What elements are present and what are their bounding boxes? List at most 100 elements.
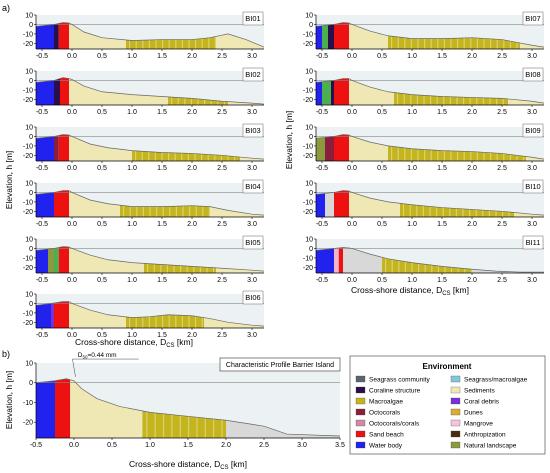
y-tick-label: -20 (303, 97, 313, 104)
y-tick-label: 0 (29, 78, 33, 85)
y-tick-label: 10 (25, 361, 33, 368)
segment-sand_beach (58, 22, 69, 49)
x-tick-label: -0.5 (36, 165, 48, 172)
segment-sand_beach (338, 247, 343, 273)
legend-label: Seagrass community (369, 377, 430, 384)
y-tick-label: -10 (23, 255, 33, 262)
x-tick-label: 2.5 (217, 221, 227, 228)
x-tick-label: 0.5 (97, 277, 107, 284)
profile-label: BI11 (526, 238, 541, 247)
x-tick-label: 0.0 (67, 109, 77, 116)
segment-mangrove_grey (325, 190, 334, 217)
x-tick-label: 2.5 (217, 109, 227, 116)
profile-panel-4: 10 0 -10 -20-0.5 0.0 0.5 1.0 1.5 2.0 2.5 3.0 BI05 (23, 235, 265, 284)
x-tick-label: 3.5 (335, 442, 345, 449)
segment-coral_debris (51, 301, 54, 328)
segment-coraline_structure (54, 77, 60, 105)
segment-natural_landscape (316, 134, 325, 161)
x-tick-label: 1.0 (407, 277, 417, 284)
y-tick-label: 10 (305, 237, 313, 244)
profile-label: BI09 (525, 126, 540, 135)
x-tick-label: 2.5 (217, 53, 227, 60)
macroalgae-stripe (391, 134, 393, 161)
x-tick-label: 2.5 (259, 442, 269, 449)
y-tick-label: -10 (23, 310, 33, 317)
profile-label-box (522, 235, 544, 250)
legend-label: Anthropization (464, 432, 506, 439)
legend: Environment Seagrass community Seagrass/m… (349, 355, 546, 455)
segment-water_body (36, 77, 54, 105)
profile-line (35, 301, 265, 327)
y-tick-label: -20 (23, 153, 33, 160)
profile-label-box (522, 123, 544, 138)
x-tick-label: -0.5 (36, 332, 48, 339)
y-tick-label: -10 (23, 143, 33, 150)
x-tick-label: -0.5 (36, 277, 48, 284)
x-tick-label: 0.0 (67, 165, 77, 172)
y-tick-label: 10 (25, 69, 33, 76)
legend-label: Water body (369, 443, 403, 450)
profile-panel-5: 10 0 -10 -20-0.5 0.0 0.5 1.0 1.5 2.0 2.5 3.0 BI06 (23, 290, 265, 339)
legend-label: Octocorals/corals (369, 421, 420, 428)
x-tick-label: 0.0 (347, 221, 357, 228)
x-tick-label: 0.0 (67, 221, 77, 228)
x-tick-label: 1.5 (437, 109, 447, 116)
segment-natural_landscape (48, 246, 54, 273)
x-tick-label: 0.0 (347, 53, 357, 60)
profile-line (315, 22, 545, 48)
profile-label: BI06 (245, 293, 260, 302)
profile-panel-3: 10 0 -10 -20-0.5 0.0 0.5 1.0 1.5 2.0 2.5 3.0 BI04 (23, 179, 265, 228)
legend-swatch (450, 397, 461, 405)
legend-frame (349, 355, 546, 455)
x-tick-label: 2.0 (467, 53, 477, 60)
segment-seagrass_macroalgae (322, 78, 331, 105)
x-tick-label: 0.5 (377, 165, 387, 172)
profile-label: BI03 (245, 126, 260, 135)
profile-line (35, 134, 265, 160)
y-tick-label: -10 (23, 400, 33, 407)
segment-mangrove (334, 247, 339, 273)
y-tick-label: 0 (29, 190, 33, 197)
x-tick-label: 1.5 (157, 165, 167, 172)
segment-sand_beach (334, 22, 349, 49)
profile-label: BI10 (525, 182, 540, 191)
x-tick-label: 2.5 (217, 165, 227, 172)
x-tick-label: -0.5 (36, 53, 48, 60)
legend-swatch (355, 386, 366, 394)
legend-swatch (450, 386, 461, 394)
ylabel-left: Elevation, h [m] (4, 151, 14, 210)
legend-swatch (355, 419, 366, 427)
x-tick-label: 0.5 (97, 332, 107, 339)
profile-label: Characteristic Profile Barrier Island (226, 362, 334, 369)
legend-label: Sand beach (369, 432, 404, 439)
y-tick-label: 0 (309, 134, 313, 141)
legend-swatch (355, 408, 366, 416)
x-tick-label: 3.0 (527, 165, 537, 172)
y-tick-label: 10 (25, 181, 33, 188)
segment-water_body (36, 301, 51, 328)
x-tick-label: 1.0 (407, 165, 417, 172)
x-tick-label: 2.0 (221, 442, 231, 449)
profile-line (35, 22, 265, 48)
x-tick-label: 3.0 (247, 53, 257, 60)
segment-sand_beach (334, 78, 349, 105)
ylabel-right: Elevation, h [m] (284, 111, 294, 170)
x-tick-label: 1.5 (157, 221, 167, 228)
profile-label-box (522, 179, 544, 194)
segment-sand_beach (58, 246, 69, 273)
profile-line (35, 190, 265, 216)
y-tick-label: 0 (29, 380, 33, 387)
segment-sand_beach (55, 378, 71, 438)
y-tick-label: 10 (305, 125, 313, 132)
annotation-pointer (72, 359, 76, 377)
segment-octocorals (325, 134, 334, 161)
legend-label: Seagrass/macroalgae (464, 377, 528, 384)
y-tick-label: 0 (309, 190, 313, 197)
x-tick-label: 1.0 (127, 221, 137, 228)
segment-coraline_structure (331, 78, 334, 105)
profile-panel-7: 10 0 -10 -20-0.5 0.0 0.5 1.0 1.5 2.0 2.5 3.0 BI08 (303, 67, 545, 116)
y-tick-label: -10 (303, 255, 313, 262)
x-tick-label: 1.0 (127, 109, 137, 116)
legend-swatch (450, 408, 461, 416)
y-tick-label: -20 (23, 265, 33, 272)
